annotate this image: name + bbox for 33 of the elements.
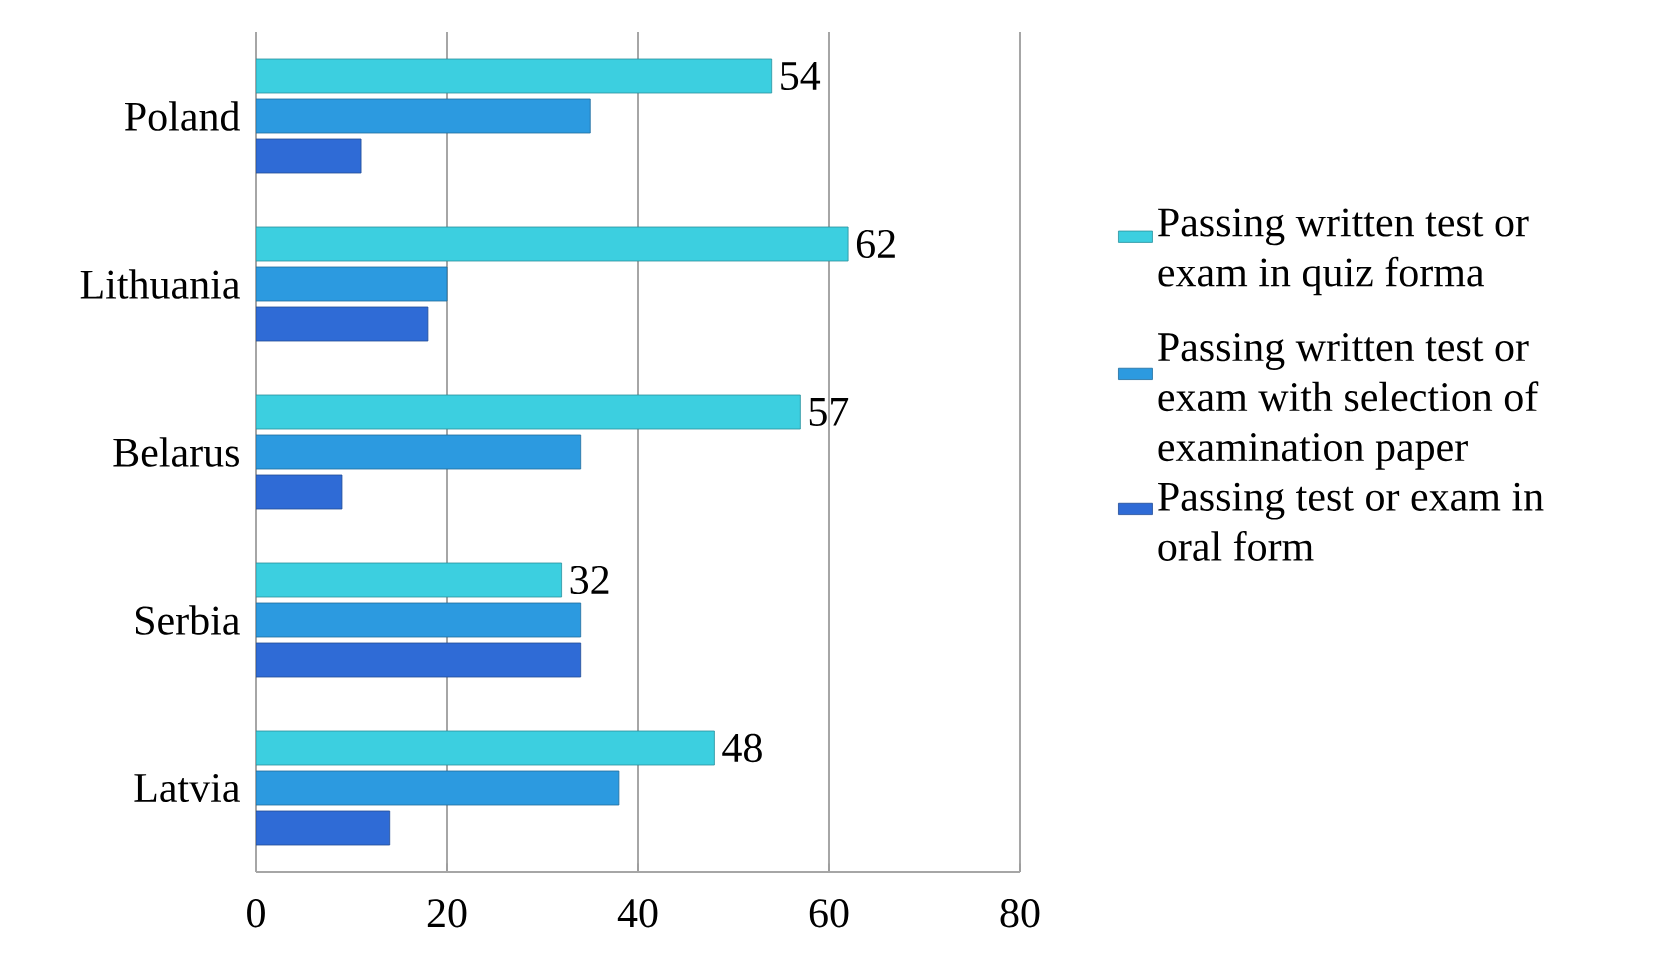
x-tick-label: 80 (1000, 899, 1040, 928)
legend-label: Passing written test or exam with selection of examination paper (1158, 333, 1539, 470)
bar (256, 810, 391, 846)
legend-label: Passing written test or exam in quiz forma (1158, 208, 1529, 296)
bar (256, 730, 715, 766)
bar (256, 602, 582, 638)
bar (256, 474, 343, 510)
x-tick-label: 20 (427, 899, 467, 928)
bar (256, 266, 448, 302)
bar (256, 394, 801, 430)
x-tick-label: 0 (247, 899, 265, 928)
y-tick-label: Latvia (134, 773, 240, 803)
x-tick-label: 60 (809, 899, 849, 928)
bar (256, 642, 582, 678)
data-label: 32 (570, 565, 609, 595)
bar (256, 226, 849, 262)
bar (256, 434, 582, 470)
bar (256, 138, 362, 174)
legend-label: Passing test or exam in oral form (1158, 482, 1544, 561)
x-tick-label: 40 (617, 899, 658, 928)
y-tick-label: Poland (125, 101, 240, 131)
bar (256, 770, 620, 806)
bar (256, 562, 562, 598)
data-label: 62 (856, 229, 895, 259)
data-label: 57 (809, 398, 849, 426)
data-label: 54 (781, 61, 821, 91)
data-label: 48 (722, 733, 762, 763)
y-tick-label: Serbia (135, 605, 240, 635)
bar (256, 98, 591, 134)
y-tick-label: Belarus (113, 437, 239, 467)
bar (256, 58, 773, 94)
bar (256, 306, 429, 342)
y-tick-label: Lithuania (80, 269, 240, 299)
